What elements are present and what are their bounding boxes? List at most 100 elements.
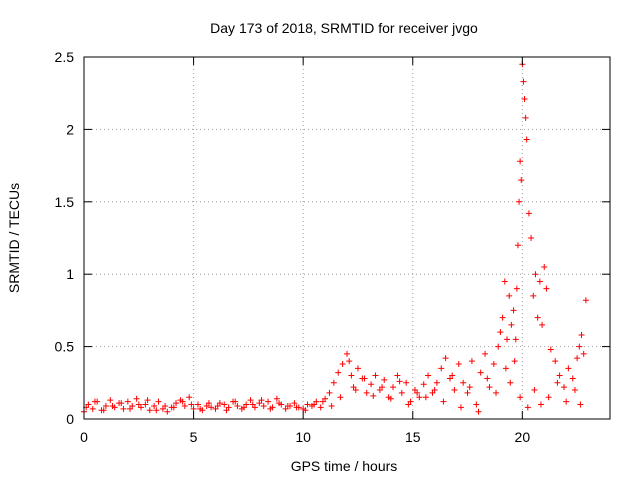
data-point (513, 285, 520, 292)
x-tick-label: 20 (515, 429, 531, 445)
y-tick-label: 1 (66, 266, 74, 282)
data-point (534, 314, 541, 321)
data-point (232, 398, 239, 405)
data-point (124, 398, 131, 405)
data-point (473, 401, 480, 408)
data-point (440, 398, 447, 405)
data-point (582, 297, 589, 304)
data-point (565, 365, 572, 372)
data-point (91, 398, 98, 405)
x-tick-label: 5 (190, 429, 198, 445)
data-point (339, 360, 346, 367)
chart-title: Day 173 of 2018, SRMTID for receiver jvg… (210, 20, 478, 36)
data-point (547, 346, 554, 353)
data-point (403, 379, 410, 386)
data-point (162, 402, 169, 409)
data-point (517, 394, 524, 401)
data-point (205, 400, 212, 407)
axis-ticks (83, 56, 610, 420)
data-point (240, 404, 247, 411)
data-points (81, 61, 589, 415)
data-point (398, 389, 405, 396)
data-point (368, 381, 375, 388)
data-point (372, 372, 379, 379)
data-point (536, 278, 543, 285)
data-point (361, 375, 368, 382)
data-point (302, 407, 309, 414)
data-point (521, 95, 528, 102)
data-point (328, 402, 335, 409)
data-point (563, 398, 570, 405)
data-point (420, 381, 427, 388)
data-point (221, 401, 228, 408)
data-point (449, 372, 456, 379)
data-point (503, 336, 510, 343)
data-point (460, 379, 467, 386)
data-point (135, 401, 142, 408)
y-tick-label: 2 (66, 121, 74, 137)
data-point (190, 405, 197, 412)
data-point (490, 360, 497, 367)
data-point (569, 375, 576, 382)
data-point (396, 378, 403, 385)
data-point (330, 379, 337, 386)
data-point (335, 369, 342, 376)
data-point (354, 365, 361, 372)
data-point (532, 271, 539, 278)
data-point (560, 384, 567, 391)
data-point (153, 407, 160, 414)
data-point (520, 78, 527, 85)
data-point (164, 408, 171, 415)
data-point (466, 384, 473, 391)
data-point (348, 372, 355, 379)
data-point (337, 394, 344, 401)
data-point (580, 350, 587, 357)
data-point (438, 365, 445, 372)
data-point (528, 235, 535, 241)
data-point (304, 401, 311, 408)
data-point (394, 372, 401, 379)
data-point (381, 376, 388, 383)
x-tick-label: 10 (295, 429, 311, 445)
data-point (484, 375, 491, 382)
data-point (497, 329, 504, 336)
data-point (390, 384, 397, 391)
data-point (208, 404, 215, 411)
data-point (142, 401, 149, 408)
data-point (258, 397, 265, 404)
data-point (387, 395, 394, 402)
data-point (507, 379, 514, 386)
data-point (194, 401, 201, 408)
data-point (197, 405, 204, 412)
data-point (352, 387, 359, 394)
data-point (475, 408, 482, 415)
x-tick-label: 15 (405, 429, 421, 445)
data-point (468, 358, 475, 365)
data-point (120, 405, 127, 412)
data-point (89, 405, 96, 412)
data-point (133, 395, 140, 402)
data-point (425, 372, 432, 379)
y-tick-label: 0 (66, 411, 74, 427)
y-tick-label: 2.5 (55, 49, 75, 65)
data-point (518, 177, 525, 184)
y-tick-label: 0.5 (55, 339, 75, 355)
data-point (422, 394, 429, 401)
data-point (539, 321, 546, 328)
data-point (523, 136, 530, 143)
data-point (530, 292, 537, 299)
data-point (363, 389, 370, 396)
data-point (499, 314, 506, 321)
data-point (144, 397, 151, 404)
data-point (516, 198, 523, 205)
data-point (344, 350, 350, 357)
data-point (346, 358, 353, 365)
data-point (543, 285, 550, 292)
data-point (181, 402, 188, 409)
data-point (512, 336, 519, 343)
data-point (109, 402, 116, 409)
data-point (457, 404, 464, 411)
data-point (186, 394, 193, 401)
data-point (265, 398, 272, 405)
data-point (502, 365, 509, 372)
